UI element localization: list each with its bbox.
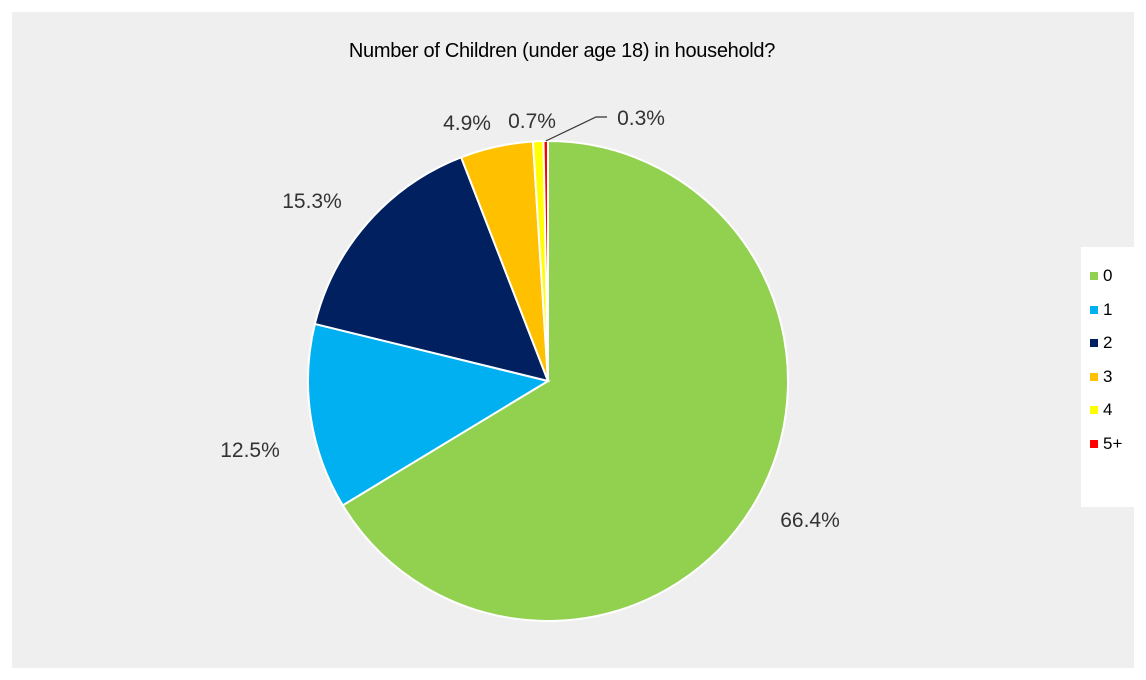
pie-slice-1 [307, 322, 551, 507]
pie-slice-2 [313, 155, 550, 383]
legend-label: 0 [1103, 266, 1113, 285]
legend-item-1: 1 [1090, 298, 1112, 322]
legend-label: 1 [1103, 299, 1113, 319]
legend: 0 1 2 3 4 5+ [1081, 247, 1135, 507]
legend-swatch [1090, 272, 1098, 280]
legend-swatch [1090, 339, 1098, 347]
legend-label: 4 [1103, 400, 1113, 419]
legend-item-5plus: 5+ [1090, 432, 1122, 456]
legend-item-4: 4 [1090, 398, 1112, 422]
legend-label: 5+ [1103, 433, 1123, 453]
legend-item-3: 3 [1090, 365, 1112, 389]
legend-item-2: 2 [1090, 331, 1112, 355]
legend-swatch [1090, 305, 1098, 314]
legend-swatch [1090, 372, 1098, 381]
data-label-1: 12.5% [220, 439, 280, 462]
data-label-0: 66.4% [780, 509, 840, 532]
chart-title: Number of Children (under age 18) in hou… [348, 40, 776, 62]
pie-slice-0 [341, 139, 789, 622]
leader-line-5plus [545, 116, 607, 142]
legend-label: 2 [1103, 333, 1113, 352]
legend-swatch [1090, 406, 1098, 414]
data-label-3: 4.9% [443, 112, 491, 135]
data-label-4: 0.7% [508, 110, 556, 133]
data-label-2: 15.3% [282, 190, 342, 213]
data-label-5plus: 0.3% [617, 107, 665, 130]
legend-item-0: 0 [1090, 264, 1112, 288]
pie-slice-5plus [542, 139, 549, 382]
legend-label: 3 [1103, 366, 1113, 386]
legend-swatch [1090, 439, 1098, 448]
